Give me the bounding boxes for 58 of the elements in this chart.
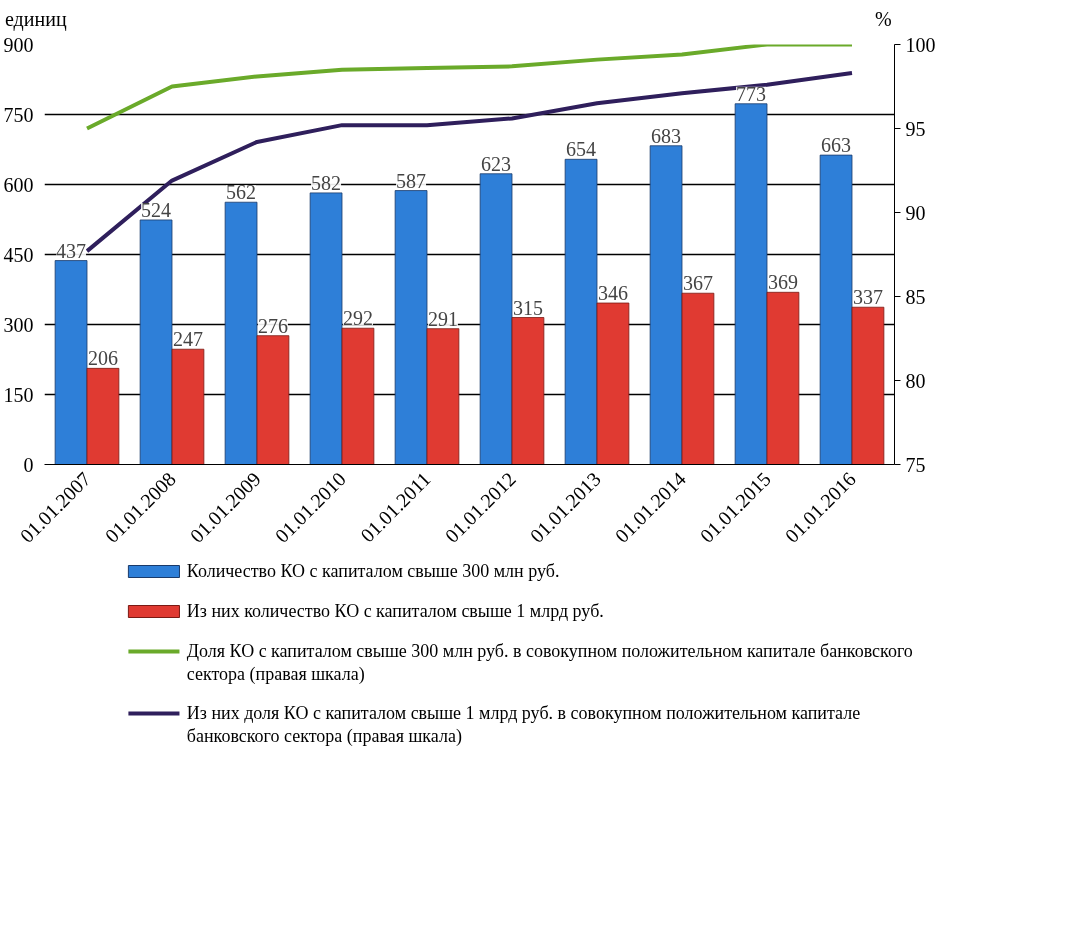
data-label: 524 xyxy=(141,198,172,221)
bar xyxy=(171,348,205,465)
bar xyxy=(819,154,853,465)
bar xyxy=(511,317,545,465)
y2-tick-label: 90 xyxy=(905,201,926,224)
data-label: 663 xyxy=(821,134,852,157)
data-label: 683 xyxy=(651,124,682,147)
y-axis-title: единиц xyxy=(5,7,67,33)
bar xyxy=(224,201,258,465)
bar xyxy=(256,335,290,465)
data-label: 292 xyxy=(342,307,373,330)
legend-label: Из них доля КО с капиталом свыше 1 млрд руб. в совокупном положительном капитале банковского сектора (правая шкала) xyxy=(186,702,861,747)
bar xyxy=(394,190,428,465)
bar xyxy=(309,192,343,465)
data-label: 291 xyxy=(427,307,458,330)
y2-tick-label: 95 xyxy=(905,117,926,140)
y-tick-label: 600 xyxy=(3,173,34,196)
y2-axis-title: % xyxy=(875,7,892,32)
legend-label: Количество КО с капиталом свыше 300 млн руб. xyxy=(186,560,560,581)
data-label: 582 xyxy=(311,171,342,194)
data-label: 587 xyxy=(396,169,427,192)
bar xyxy=(681,292,715,465)
bar xyxy=(766,291,800,465)
data-label: 623 xyxy=(481,152,512,175)
data-label: 346 xyxy=(597,282,628,305)
data-label: 562 xyxy=(226,181,257,204)
data-label: 369 xyxy=(767,271,798,294)
data-label: 276 xyxy=(257,314,288,337)
data-label: 247 xyxy=(172,328,203,351)
y-tick-label: 300 xyxy=(3,313,34,336)
data-label: 773 xyxy=(736,82,767,105)
bar xyxy=(564,158,598,465)
bar xyxy=(479,173,513,465)
bar xyxy=(596,302,630,465)
bar xyxy=(54,260,88,465)
data-label: 437 xyxy=(56,239,87,262)
line-series xyxy=(85,44,854,131)
legend-label: Из них количество КО с капиталом свыше 1 млрд руб. xyxy=(186,600,604,621)
bar xyxy=(851,306,885,465)
y2-tick-label: 85 xyxy=(905,285,926,308)
bar xyxy=(139,219,173,465)
y-tick-label: 450 xyxy=(3,243,34,266)
y-tick-label: 750 xyxy=(3,103,34,126)
data-label: 206 xyxy=(87,347,118,370)
data-label: 315 xyxy=(512,296,543,319)
bar xyxy=(86,367,120,465)
data-label: 337 xyxy=(852,286,883,309)
y2-tick-label: 75 xyxy=(905,453,926,476)
bar xyxy=(734,103,768,465)
bar xyxy=(649,145,683,465)
data-label: 654 xyxy=(566,138,597,161)
y-tick-label: 150 xyxy=(3,383,34,406)
y-tick-label: 0 xyxy=(23,453,34,476)
y2-tick-label: 100 xyxy=(905,33,936,56)
y-tick-label: 900 xyxy=(3,33,34,56)
legend-label: Доля КО с капиталом свыше 300 млн руб. в совокупном положительном капитале банковского сектора (правая шкала) xyxy=(186,640,913,685)
data-label: 367 xyxy=(682,272,713,295)
y2-tick-label: 80 xyxy=(905,369,926,392)
